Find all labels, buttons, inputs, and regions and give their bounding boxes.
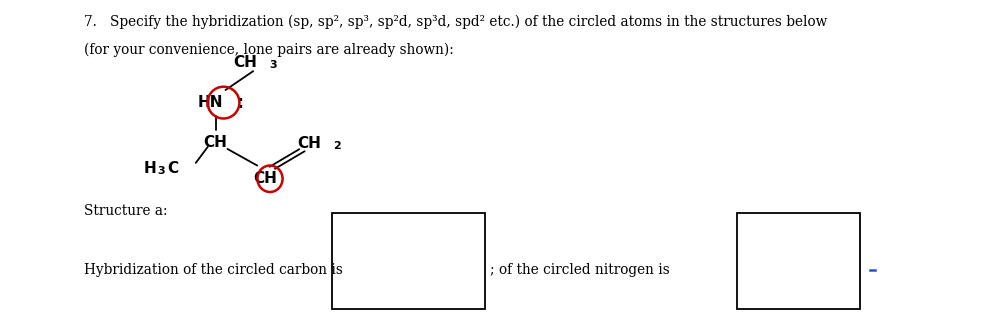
Text: CH: CH: [298, 136, 321, 152]
Text: ; of the circled nitrogen is: ; of the circled nitrogen is: [490, 263, 670, 277]
Text: CH: CH: [204, 135, 227, 151]
Text: (for your convenience, lone pairs are already shown):: (for your convenience, lone pairs are al…: [84, 43, 454, 57]
Text: H: H: [144, 161, 156, 176]
Text: HN: HN: [198, 95, 224, 110]
Text: Structure a:: Structure a:: [84, 204, 167, 217]
Text: CH: CH: [253, 171, 277, 186]
Text: 3: 3: [157, 166, 165, 176]
Text: Hybridization of the circled carbon is: Hybridization of the circled carbon is: [84, 263, 343, 277]
Text: CH: CH: [233, 55, 257, 71]
Text: 2: 2: [333, 141, 341, 151]
Text: 3: 3: [269, 60, 277, 70]
Text: 7.   Specify the hybridization (sp, sp², sp³, sp²d, sp³d, spd² etc.) of the circ: 7. Specify the hybridization (sp, sp², s…: [84, 15, 828, 29]
Bar: [332, 213, 485, 309]
Bar: [737, 213, 860, 309]
Text: :: :: [236, 94, 244, 112]
Text: C: C: [167, 161, 179, 176]
